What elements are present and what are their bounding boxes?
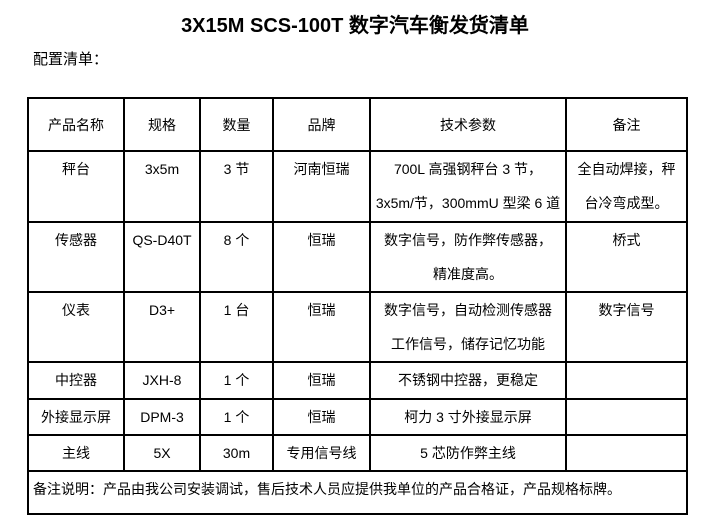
cell-spec: DPM-3 [123,398,201,436]
cell-product-name: 中控器 [27,361,125,400]
cell-spec: 3x5m [123,150,201,223]
cell-brand: 恒瑞 [272,398,371,436]
cell-brand: 河南恒瑞 [272,150,371,223]
cell-tech-params: 不锈钢中控器，更稳定 [369,361,567,400]
table-row: 中控器 JXH-8 1 个 恒瑞 不锈钢中控器，更稳定 [27,361,688,400]
cell-product-name: 秤台 [27,150,125,223]
header-product-name: 产品名称 [27,97,125,152]
cell-product-name: 外接显示屏 [27,398,125,436]
cell-product-name: 传感器 [27,221,125,293]
cell-quantity: 3 节 [199,150,274,223]
cell-spec: D3+ [123,291,201,363]
cell-remark: 桥式 [565,221,688,293]
header-tech-params: 技术参数 [369,97,567,152]
cell-remark [565,434,688,472]
cell-tech-params: 700L 高强钢秤台 3 节， 3x5m/节，300mmU 型梁 6 道 [369,150,567,223]
cell-remark [565,398,688,436]
footer-note: 备注说明：产品由我公司安装调试，售后技术人员应提供我单位的产品合格证，产品规格标… [27,470,688,515]
header-quantity: 数量 [199,97,274,152]
cell-brand: 恒瑞 [272,361,371,400]
cell-tech-params: 数字信号，自动检测传感器 工作信号，储存记忆功能 [369,291,567,363]
header-spec: 规格 [123,97,201,152]
cell-quantity: 1 个 [199,398,274,436]
cell-tech-params: 柯力 3 寸外接显示屏 [369,398,567,436]
header-remark: 备注 [565,97,688,152]
cell-brand: 专用信号线 [272,434,371,472]
cell-brand: 恒瑞 [272,291,371,363]
page-title: 3X15M SCS-100T 数字汽车衡发货清单 [181,15,529,37]
cell-spec: 5X [123,434,201,472]
cell-spec: QS-D40T [123,221,201,293]
cell-quantity: 1 个 [199,361,274,400]
cell-tech-params: 5 芯防作弊主线 [369,434,567,472]
table-row: 传感器 QS-D40T 8 个 恒瑞 数字信号，防作弊传感器， 精准度高。 桥式 [27,221,688,293]
config-list-label: 配置清单： [33,51,109,68]
table-row: 秤台 3x5m 3 节 河南恒瑞 700L 高强钢秤台 3 节， 3x5m/节，… [27,150,688,223]
cell-tech-params: 数字信号，防作弊传感器， 精准度高。 [369,221,567,293]
cell-remark: 数字信号 [565,291,688,363]
header-row: 产品名称 规格 数量 品牌 技术参数 备注 [27,97,688,152]
cell-remark: 全自动焊接，秤 台冷弯成型。 [565,150,688,223]
header-brand: 品牌 [272,97,371,152]
cell-remark [565,361,688,400]
cell-product-name: 主线 [27,434,125,472]
cell-quantity: 30m [199,434,274,472]
table-row: 外接显示屏 DPM-3 1 个 恒瑞 柯力 3 寸外接显示屏 [27,398,688,436]
shipping-list-table: 产品名称 规格 数量 品牌 技术参数 备注 秤台 3x5m 3 节 河南恒瑞 7… [27,97,688,515]
cell-brand: 恒瑞 [272,221,371,293]
cell-spec: JXH-8 [123,361,201,400]
cell-quantity: 8 个 [199,221,274,293]
cell-quantity: 1 台 [199,291,274,363]
footer-note-row: 备注说明：产品由我公司安装调试，售后技术人员应提供我单位的产品合格证，产品规格标… [27,470,688,515]
cell-product-name: 仪表 [27,291,125,363]
table-row: 主线 5X 30m 专用信号线 5 芯防作弊主线 [27,434,688,472]
table-row: 仪表 D3+ 1 台 恒瑞 数字信号，自动检测传感器 工作信号，储存记忆功能 数… [27,291,688,363]
